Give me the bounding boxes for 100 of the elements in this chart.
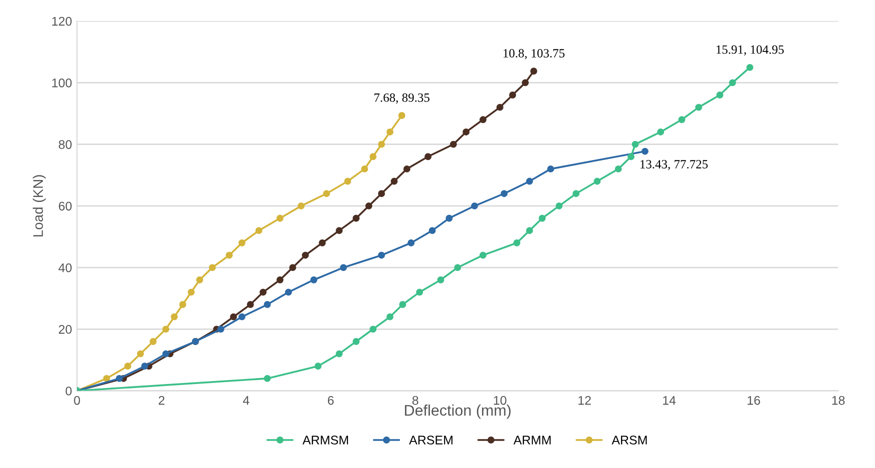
point — [446, 214, 453, 222]
point — [378, 140, 385, 148]
point — [289, 264, 296, 272]
point — [352, 214, 360, 222]
y-tick-label: 20 — [58, 324, 72, 334]
point — [318, 239, 326, 246]
point — [408, 239, 415, 246]
point — [450, 140, 457, 148]
point — [572, 190, 580, 198]
point — [162, 350, 170, 358]
point — [556, 202, 563, 210]
point — [103, 374, 110, 382]
point — [352, 338, 360, 345]
point — [124, 362, 132, 370]
point — [398, 112, 406, 119]
point — [480, 252, 486, 259]
point — [526, 178, 533, 185]
point — [746, 64, 754, 71]
point — [162, 326, 170, 333]
point — [378, 190, 385, 198]
point — [390, 178, 398, 185]
point — [509, 92, 516, 98]
point — [361, 165, 368, 172]
point — [255, 227, 262, 234]
x-axis-title: Deflection (mm) — [404, 404, 511, 419]
x-tick-label: 2 — [158, 396, 164, 405]
y-tick-label: 100 — [52, 78, 72, 88]
point — [437, 276, 444, 284]
point — [729, 79, 736, 86]
point — [260, 288, 267, 296]
point — [264, 301, 271, 308]
point — [230, 313, 237, 320]
point — [628, 153, 634, 160]
legend-label: ARSEM — [409, 436, 452, 444]
point — [298, 202, 305, 210]
point — [522, 79, 529, 86]
point — [642, 148, 648, 155]
point — [116, 374, 123, 382]
x-tick-label: 0 — [74, 396, 80, 405]
point — [226, 252, 233, 259]
y-tick-label: 80 — [58, 140, 72, 149]
point — [428, 227, 436, 234]
point — [238, 313, 246, 320]
point — [188, 288, 195, 296]
x-tick-label: 16 — [748, 396, 760, 405]
point — [238, 239, 246, 246]
point — [496, 104, 504, 111]
point — [657, 128, 664, 136]
point — [386, 128, 394, 136]
y-axis-title: Load (KN) — [32, 175, 46, 236]
legend-label: ARSM — [612, 436, 647, 444]
point — [150, 338, 157, 345]
point — [695, 104, 702, 111]
point — [678, 116, 686, 124]
point — [284, 288, 292, 296]
point — [370, 153, 377, 160]
point — [196, 276, 204, 284]
point — [365, 202, 372, 210]
x-tick-label: 8 — [412, 396, 418, 405]
x-tick-label: 18 — [832, 396, 845, 405]
point — [530, 68, 538, 75]
point — [336, 227, 343, 234]
point — [141, 362, 148, 370]
y-tick-label: 120 — [52, 16, 72, 26]
annotation: 15.91, 104.95 — [716, 45, 784, 56]
point — [416, 288, 424, 296]
point — [170, 313, 178, 320]
point — [344, 178, 352, 185]
point — [314, 362, 322, 370]
point — [323, 190, 330, 198]
point — [302, 252, 309, 259]
point — [424, 153, 432, 160]
point — [246, 301, 254, 308]
x-tick-label: 14 — [663, 396, 676, 405]
annotation: 7.68, 89.35 — [374, 93, 430, 104]
point — [336, 350, 343, 358]
point — [264, 374, 271, 382]
point — [276, 214, 284, 222]
point — [403, 165, 410, 172]
x-tick-label: 10 — [494, 396, 506, 405]
annotation: 13.43, 77.725 — [640, 160, 708, 170]
point — [208, 264, 216, 272]
point — [136, 350, 144, 358]
point — [547, 165, 554, 172]
x-tick-label: 4 — [242, 396, 250, 405]
point — [471, 202, 478, 210]
point — [632, 140, 639, 148]
point — [340, 264, 347, 272]
point — [462, 128, 470, 136]
point — [538, 214, 546, 222]
point — [276, 276, 284, 284]
y-tick-label: 40 — [58, 263, 72, 272]
y-tick-label: 60 — [58, 202, 72, 211]
point — [399, 301, 406, 308]
y-tick-label: 0 — [66, 386, 72, 396]
legend-label: ARMM — [513, 436, 551, 444]
x-tick-label: 12 — [578, 396, 591, 405]
point — [480, 116, 486, 124]
point — [716, 92, 724, 98]
point — [513, 239, 520, 246]
